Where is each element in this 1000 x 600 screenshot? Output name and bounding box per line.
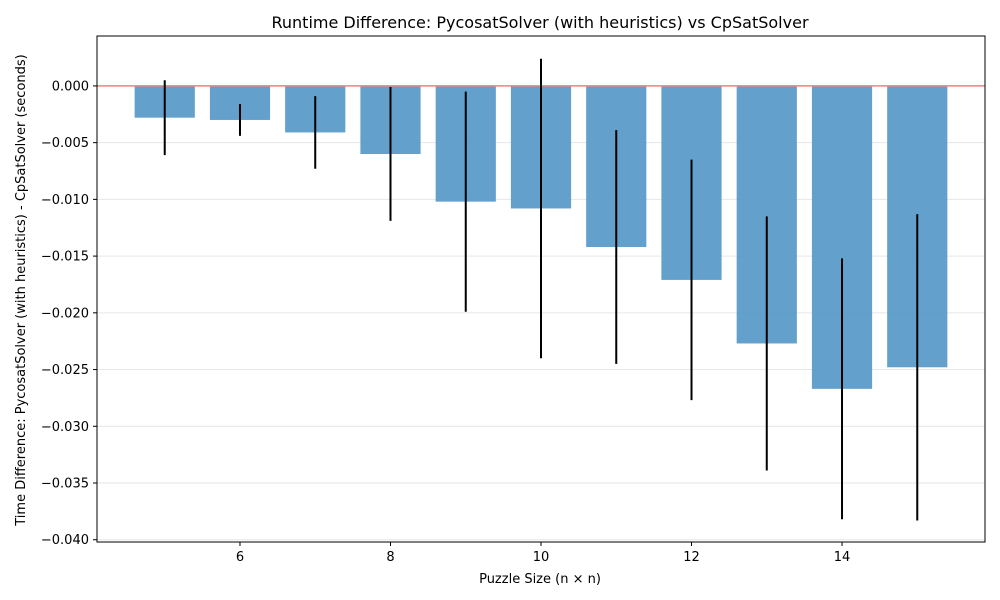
y-tick-label: −0.025	[41, 363, 89, 378]
x-tick-label: 10	[533, 550, 550, 565]
y-tick-label: −0.030	[41, 420, 89, 435]
y-tick-label: −0.020	[41, 306, 89, 321]
chart-title: Runtime Difference: PycosatSolver (with …	[271, 13, 808, 32]
x-tick-label: 6	[236, 550, 244, 565]
y-tick-label: −0.015	[41, 250, 89, 265]
y-tick-label: 0.000	[52, 79, 89, 94]
x-axis-label: Puzzle Size (n × n)	[479, 572, 601, 587]
y-tick-label: −0.005	[41, 136, 89, 151]
y-axis-ticks: 0.000 −0.005 −0.010 −0.015 −0.020 −0.025 −0.03…	[41, 79, 97, 548]
y-axis-label: Time Difference: PycosatSolver (with heu…	[14, 54, 29, 527]
x-tick-label: 12	[683, 550, 700, 565]
y-tick-label: −0.040	[41, 533, 89, 548]
x-tick-label: 8	[386, 550, 394, 565]
y-tick-label: −0.010	[41, 193, 89, 208]
x-tick-label: 14	[834, 550, 851, 565]
error-bars	[163, 58, 919, 521]
x-axis-ticks: 6 8 10 12 14	[236, 542, 850, 565]
y-tick-label: −0.035	[41, 477, 89, 492]
